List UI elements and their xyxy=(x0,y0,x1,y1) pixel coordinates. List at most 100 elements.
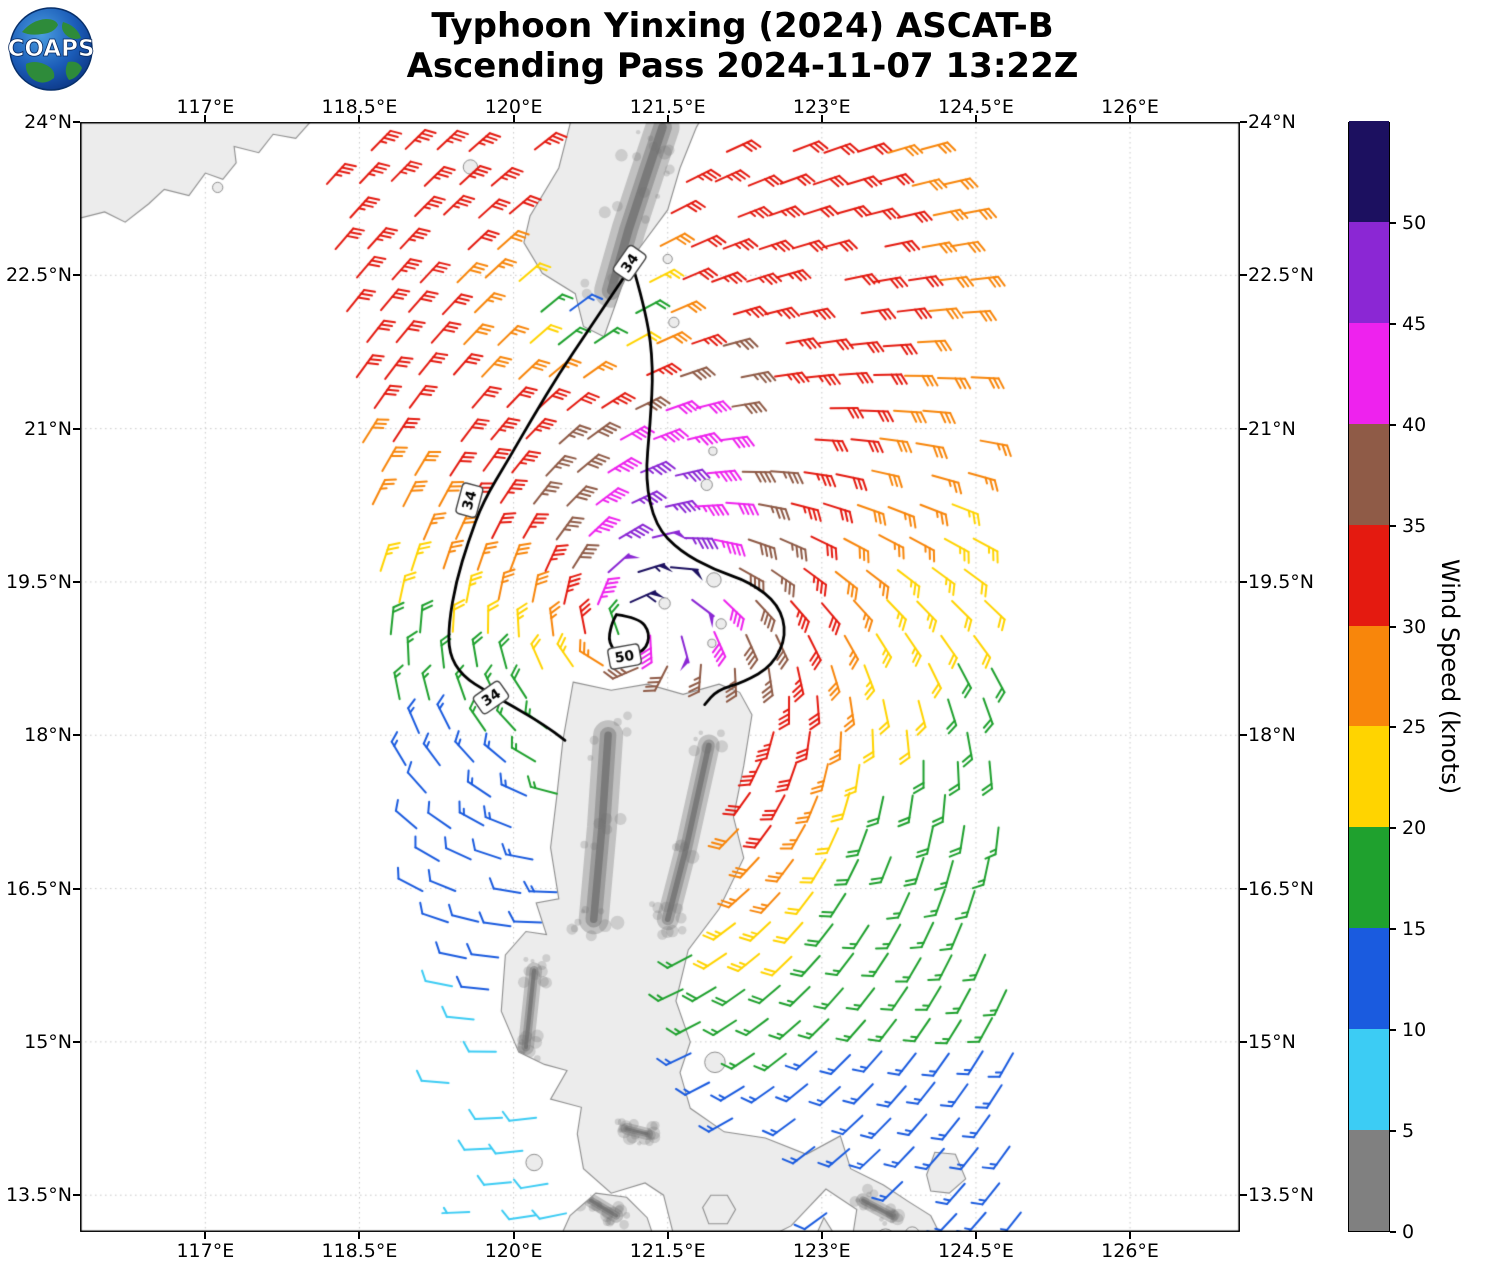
colorbar-tick-mark xyxy=(1390,423,1396,426)
colorbar-segment-20-25 xyxy=(1349,725,1389,828)
globe-icon: COAPS xyxy=(7,7,95,91)
x-axis-tick-label: 121.5°E xyxy=(629,1240,706,1262)
axis-tick-mark xyxy=(73,274,80,277)
x-axis-tick-label: 117°E xyxy=(176,1240,235,1262)
coaps-logo: COAPS xyxy=(7,6,95,92)
x-axis-tick-label: 123°E xyxy=(792,1240,851,1262)
x-axis-tick-label: 126°E xyxy=(1101,1240,1159,1262)
y-axis-tick-label: 13.5°N xyxy=(1248,1184,1315,1207)
svg-text:COAPS: COAPS xyxy=(8,36,94,62)
colorbar-segment-15-20 xyxy=(1349,826,1389,929)
colorbar-tick-label: 0 xyxy=(1402,1221,1415,1243)
x-axis-tick-label: 118.5°E xyxy=(321,96,398,118)
axis-tick-mark xyxy=(73,1040,80,1043)
y-axis-tick-label: 24°N xyxy=(1248,111,1296,133)
colorbar-tick-mark xyxy=(1390,221,1396,224)
y-axis-tick-label: 18°N xyxy=(24,724,72,747)
axis-tick-mark xyxy=(73,580,80,583)
axis-tick-mark xyxy=(666,115,669,122)
colorbar-tick-mark xyxy=(1390,827,1396,830)
colorbar-tick-label: 10 xyxy=(1402,1019,1427,1042)
colorbar-segment-50-55 xyxy=(1349,120,1389,222)
colorbar-tick-label: 50 xyxy=(1402,211,1427,234)
axis-tick-mark xyxy=(512,1232,515,1239)
y-axis-tick-label: 15°N xyxy=(1248,1030,1296,1053)
colorbar-segment-5-10 xyxy=(1349,1028,1389,1131)
colorbar-tick-label: 25 xyxy=(1402,716,1427,739)
axis-tick-mark xyxy=(1240,734,1247,737)
axis-tick-mark xyxy=(1129,115,1132,122)
page-title: Typhoon Yinxing (2024) ASCAT-B xyxy=(431,6,1054,46)
colorbar-tick-mark xyxy=(1390,322,1396,325)
axis-tick-mark xyxy=(73,121,80,123)
colorbar-segment-45-50 xyxy=(1349,221,1389,323)
colorbar-tick-mark xyxy=(1390,1029,1396,1032)
colorbar-segment-10-15 xyxy=(1349,927,1389,1030)
colorbar-segment-35-40 xyxy=(1349,423,1389,525)
y-axis-tick-label: 13.5°N xyxy=(5,1184,72,1207)
axis-tick-mark xyxy=(820,1232,823,1239)
colorbar-tick-mark xyxy=(1390,625,1396,628)
axis-tick-mark xyxy=(73,1194,80,1197)
x-axis-tick-label: 126°E xyxy=(1101,96,1159,118)
y-axis-tick-label: 15°N xyxy=(24,1030,72,1053)
axis-tick-mark xyxy=(358,115,361,122)
colorbar-tick-label: 45 xyxy=(1402,312,1427,335)
colorbar-segment-0-5 xyxy=(1349,1129,1389,1231)
colorbar-tick-mark xyxy=(1390,726,1396,729)
colorbar-tick-mark xyxy=(1390,524,1396,527)
axis-tick-mark xyxy=(1240,427,1247,430)
y-axis-tick-label: 19.5°N xyxy=(5,570,72,593)
colorbar-segment-40-45 xyxy=(1349,322,1389,424)
page-subtitle: Ascending Pass 2024-11-07 13:22Z xyxy=(406,46,1079,87)
axis-tick-mark xyxy=(974,115,977,122)
map-plot xyxy=(80,122,1240,1232)
colorbar-segment-30-35 xyxy=(1349,524,1389,626)
y-axis-tick-label: 19.5°N xyxy=(1248,570,1315,593)
colorbar-tick-label: 40 xyxy=(1402,413,1427,436)
x-axis-tick-label: 117°E xyxy=(176,96,235,118)
colorbar-tick-mark xyxy=(1390,1130,1396,1133)
colorbar-segment-25-30 xyxy=(1349,625,1389,727)
colorbar-tick-label: 15 xyxy=(1402,918,1427,941)
colorbar-tick-label: 20 xyxy=(1402,817,1427,840)
x-axis-tick-label: 118.5°E xyxy=(321,1240,398,1262)
figure-title-block: Typhoon Yinxing (2024) ASCAT-B Ascending… xyxy=(0,6,1485,86)
axis-tick-mark xyxy=(204,115,207,122)
x-axis-tick-label: 124.5°E xyxy=(937,1240,1014,1262)
x-axis-tick-label: 123°E xyxy=(792,96,851,118)
axis-tick-mark xyxy=(666,1232,669,1239)
axis-tick-mark xyxy=(1129,1232,1132,1239)
colorbar-label: Wind Speed (knots) xyxy=(1436,559,1464,795)
x-axis-tick-label: 121.5°E xyxy=(629,96,706,118)
colorbar-tick-label: 5 xyxy=(1402,1120,1415,1143)
axis-tick-mark xyxy=(358,1232,361,1239)
axis-tick-mark xyxy=(512,115,515,122)
axis-tick-mark xyxy=(974,1232,977,1239)
map-canvas xyxy=(80,122,1240,1232)
axis-tick-mark xyxy=(1240,121,1247,123)
y-axis-tick-label: 16.5°N xyxy=(1248,877,1315,900)
x-axis-tick-label: 120°E xyxy=(484,96,543,118)
x-axis-tick-label: 124.5°E xyxy=(937,96,1014,118)
axis-tick-mark xyxy=(1240,1194,1247,1197)
axis-tick-mark xyxy=(73,427,80,430)
axis-tick-mark xyxy=(1240,274,1247,277)
colorbar-tick-label: 30 xyxy=(1402,615,1427,638)
axis-tick-mark xyxy=(73,887,80,890)
axis-tick-mark xyxy=(204,1232,207,1239)
y-axis-tick-label: 16.5°N xyxy=(5,877,72,900)
y-axis-tick-label: 24°N xyxy=(24,111,72,133)
y-axis-tick-label: 22.5°N xyxy=(5,264,72,287)
axis-tick-mark xyxy=(73,734,80,737)
y-axis-tick-label: 22.5°N xyxy=(1248,264,1315,287)
colorbar xyxy=(1348,120,1390,1232)
y-axis-tick-label: 21°N xyxy=(24,417,72,440)
axis-tick-mark xyxy=(1240,1040,1247,1043)
y-axis-tick-label: 18°N xyxy=(1248,724,1296,747)
x-axis-tick-label: 120°E xyxy=(484,1240,543,1262)
colorbar-tick-mark xyxy=(1390,928,1396,931)
y-axis-tick-label: 21°N xyxy=(1248,417,1296,440)
colorbar-tick-label: 35 xyxy=(1402,514,1427,537)
